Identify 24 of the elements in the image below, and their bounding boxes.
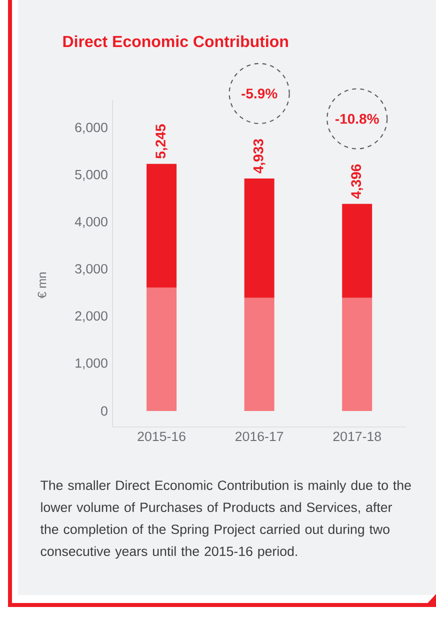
bar: [244, 178, 274, 298]
y-tick-label: 2,000: [75, 311, 108, 322]
bar: [146, 288, 177, 411]
x-tick-label: 2015-16: [138, 432, 186, 442]
chart-title: Direct Economic Contribution: [63, 35, 288, 48]
y-tick-label: 0: [101, 406, 108, 416]
y-axis-title: € mn: [38, 272, 46, 298]
total-label: 4,933: [253, 139, 266, 174]
y-tick-label: 5,000: [75, 170, 108, 181]
x-tick-label: 2017-18: [333, 432, 381, 442]
y-tick-label: 4,000: [74, 216, 108, 228]
total-label: 5,245: [156, 124, 168, 158]
bar: [146, 164, 177, 288]
y-tick-label: 1,000: [76, 358, 108, 370]
y-tick-label: 3,000: [75, 264, 108, 276]
annotation: -10.8%: [335, 114, 379, 124]
x-tick-label: 2016-17: [236, 432, 284, 442]
total-label: 4,396: [351, 164, 364, 199]
bar: [342, 298, 372, 411]
bar: [342, 204, 372, 298]
text: The smaller Direct Economic Contribution is mainly due to the lower volume of Purchases of Products and Services, after the completion of the Spring Project carried out during two consecutive years until the 2015-16 period.: [40, 480, 411, 559]
y-tick-label: 6,000: [75, 122, 108, 134]
text: -5.9%: [242, 88, 278, 98]
bar: [244, 298, 274, 411]
